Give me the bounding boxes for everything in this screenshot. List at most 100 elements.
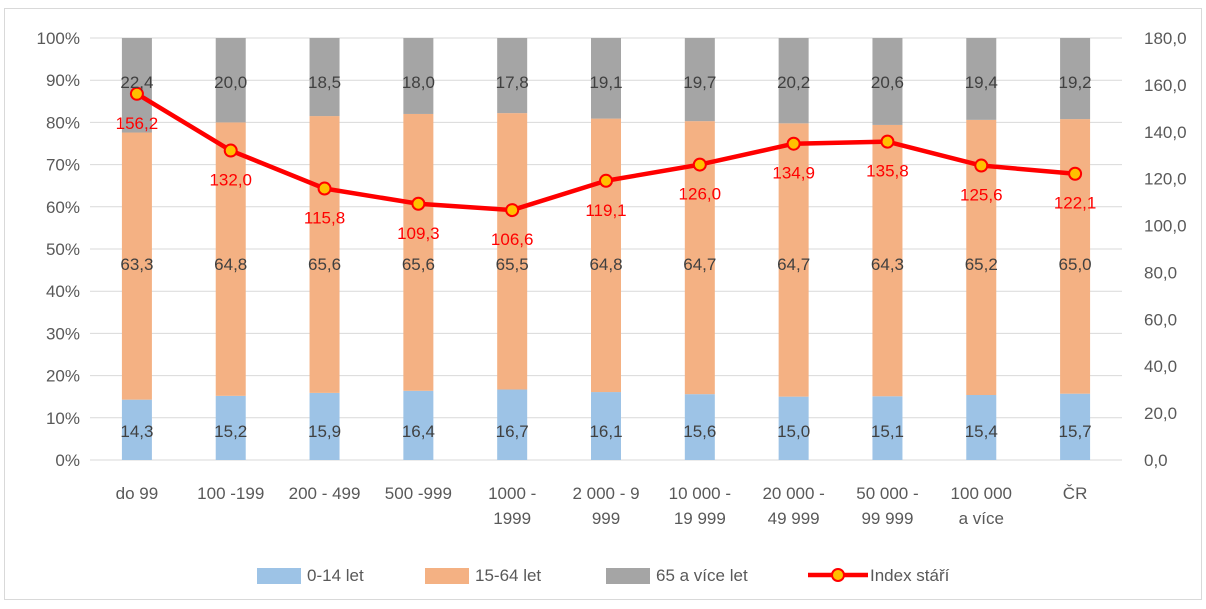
bar-segment-3 bbox=[684, 38, 715, 122]
bar-segment-2 bbox=[497, 113, 528, 390]
index-point bbox=[692, 157, 707, 172]
x-tick-label: 2 000 - 9 bbox=[572, 484, 639, 503]
bar-segment-3 bbox=[591, 38, 621, 119]
bar-value-label: 22,4 bbox=[120, 73, 153, 92]
y-right-tick-label: 100,0 bbox=[1144, 217, 1187, 236]
index-value-label: 132,0 bbox=[209, 171, 252, 190]
index-point bbox=[880, 134, 895, 149]
bar-value-label: 14,3 bbox=[120, 422, 153, 441]
bar-value-label: 18,5 bbox=[308, 73, 341, 92]
x-tick-label: 200 - 499 bbox=[289, 484, 361, 503]
x-tick-label: 20 000 - bbox=[762, 484, 824, 503]
x-tick-label: 49 999 bbox=[768, 509, 820, 528]
y-left-tick-label: 20% bbox=[46, 367, 80, 386]
bar-value-label: 64,8 bbox=[214, 255, 247, 274]
y-right-tick-label: 40,0 bbox=[1144, 357, 1177, 376]
bar-segment-2 bbox=[872, 124, 903, 397]
y-left-tick-label: 90% bbox=[46, 71, 80, 90]
legend-swatch bbox=[257, 568, 301, 584]
bar-value-label: 15,6 bbox=[683, 422, 716, 441]
index-value-label: 125,6 bbox=[960, 186, 1003, 205]
bar-value-label: 18,0 bbox=[402, 73, 435, 92]
x-tick-label: a více bbox=[959, 509, 1004, 528]
bar-value-label: 65,5 bbox=[496, 255, 529, 274]
x-tick-label: 100 000 bbox=[951, 484, 1012, 503]
index-value-label: 109,3 bbox=[397, 224, 440, 243]
legend-label: 15-64 let bbox=[475, 566, 541, 585]
bar-segment-3 bbox=[121, 38, 152, 133]
y-left-tick-label: 10% bbox=[46, 409, 80, 428]
y-right-tick-label: 20,0 bbox=[1144, 404, 1177, 423]
bar-segment-1 bbox=[309, 392, 340, 460]
index-point bbox=[223, 143, 238, 158]
bar-value-label: 15,4 bbox=[965, 422, 998, 441]
x-tick-label: 19 999 bbox=[674, 509, 726, 528]
bar-value-label: 65,2 bbox=[965, 255, 998, 274]
index-point bbox=[505, 203, 520, 218]
legend[interactable]: 0-14 let 15-64 let 65 a více let Index stář… bbox=[257, 566, 950, 585]
y-left-tick-label: 0% bbox=[55, 451, 80, 470]
index-value-label: 135,8 bbox=[866, 162, 909, 181]
bar-value-label: 16,1 bbox=[589, 422, 622, 441]
data-labels: 14,3 63,3 22,4 15,2 64,8 20,0 15,9 65,6 18,5 16,4… bbox=[116, 73, 1097, 441]
index-value-label: 119,1 bbox=[585, 201, 626, 220]
bar-segment-2 bbox=[309, 116, 340, 393]
bar-segment-1 bbox=[403, 390, 434, 460]
index-point bbox=[1068, 166, 1083, 181]
bar-value-label: 19,7 bbox=[683, 73, 716, 92]
bar-value-label: 20,0 bbox=[214, 73, 247, 92]
x-tick-label: 99 999 bbox=[861, 509, 913, 528]
bar-value-label: 15,1 bbox=[871, 422, 904, 441]
x-tick-label: 100 -199 bbox=[197, 484, 264, 503]
bar-value-label: 19,4 bbox=[965, 73, 998, 92]
x-tick-label: ČR bbox=[1063, 484, 1088, 503]
bar-segment-1 bbox=[966, 395, 997, 460]
bar-value-label: 15,7 bbox=[1059, 422, 1092, 441]
bar-value-label: 15,2 bbox=[214, 422, 247, 441]
bar-value-label: 19,2 bbox=[1059, 73, 1092, 92]
bar-segment-3 bbox=[966, 38, 997, 120]
legend-label: 65 a více let bbox=[656, 566, 748, 585]
index-point bbox=[974, 158, 989, 173]
bar-value-label: 20,6 bbox=[871, 73, 904, 92]
index-line bbox=[129, 86, 1083, 218]
bar-segment-1 bbox=[591, 392, 621, 460]
y-right-tick-label: 80,0 bbox=[1144, 263, 1177, 282]
bar-segment-3 bbox=[1060, 38, 1091, 120]
x-tick-label: 1000 - bbox=[488, 484, 536, 503]
bar-segment-1 bbox=[497, 389, 528, 460]
bar-value-label: 19,1 bbox=[589, 73, 622, 92]
x-tick-label: do 99 bbox=[116, 484, 159, 503]
index-value-label: 156,2 bbox=[116, 114, 159, 133]
bar-segment-2 bbox=[403, 113, 434, 391]
y-left-tick-label: 50% bbox=[46, 240, 80, 259]
bar-value-label: 20,2 bbox=[777, 73, 810, 92]
index-point bbox=[599, 173, 613, 188]
y-left-tick-label: 70% bbox=[46, 156, 80, 175]
x-tick-label: 1999 bbox=[493, 509, 531, 528]
bar-segment-1 bbox=[121, 399, 152, 460]
bar-segment-1 bbox=[872, 396, 903, 460]
bar-value-label: 16,4 bbox=[402, 422, 435, 441]
bar-value-label: 65,6 bbox=[308, 255, 341, 274]
x-tick-label: 999 bbox=[592, 509, 620, 528]
bar-segment-2 bbox=[215, 122, 246, 396]
bar-segment-3 bbox=[403, 38, 434, 114]
bar-segment-2 bbox=[121, 132, 152, 400]
bar-value-label: 17,8 bbox=[496, 73, 529, 92]
legend-marker bbox=[831, 568, 845, 582]
bar-segment-2 bbox=[591, 118, 621, 393]
index-point bbox=[786, 136, 801, 151]
bar-segment-1 bbox=[1060, 393, 1091, 460]
y-left-tick-label: 30% bbox=[46, 324, 80, 343]
bar-segment-3 bbox=[215, 38, 246, 123]
y-left-tick-label: 80% bbox=[46, 113, 80, 132]
bar-segment-2 bbox=[778, 123, 809, 397]
bar-value-label: 64,8 bbox=[589, 255, 622, 274]
index-value-label: 115,8 bbox=[304, 209, 345, 228]
y-right-tick-label: 0,0 bbox=[1144, 451, 1168, 470]
y-right-tick-label: 120,0 bbox=[1144, 170, 1187, 189]
y-right-tick-label: 60,0 bbox=[1144, 310, 1177, 329]
bar-segment-3 bbox=[872, 38, 903, 125]
